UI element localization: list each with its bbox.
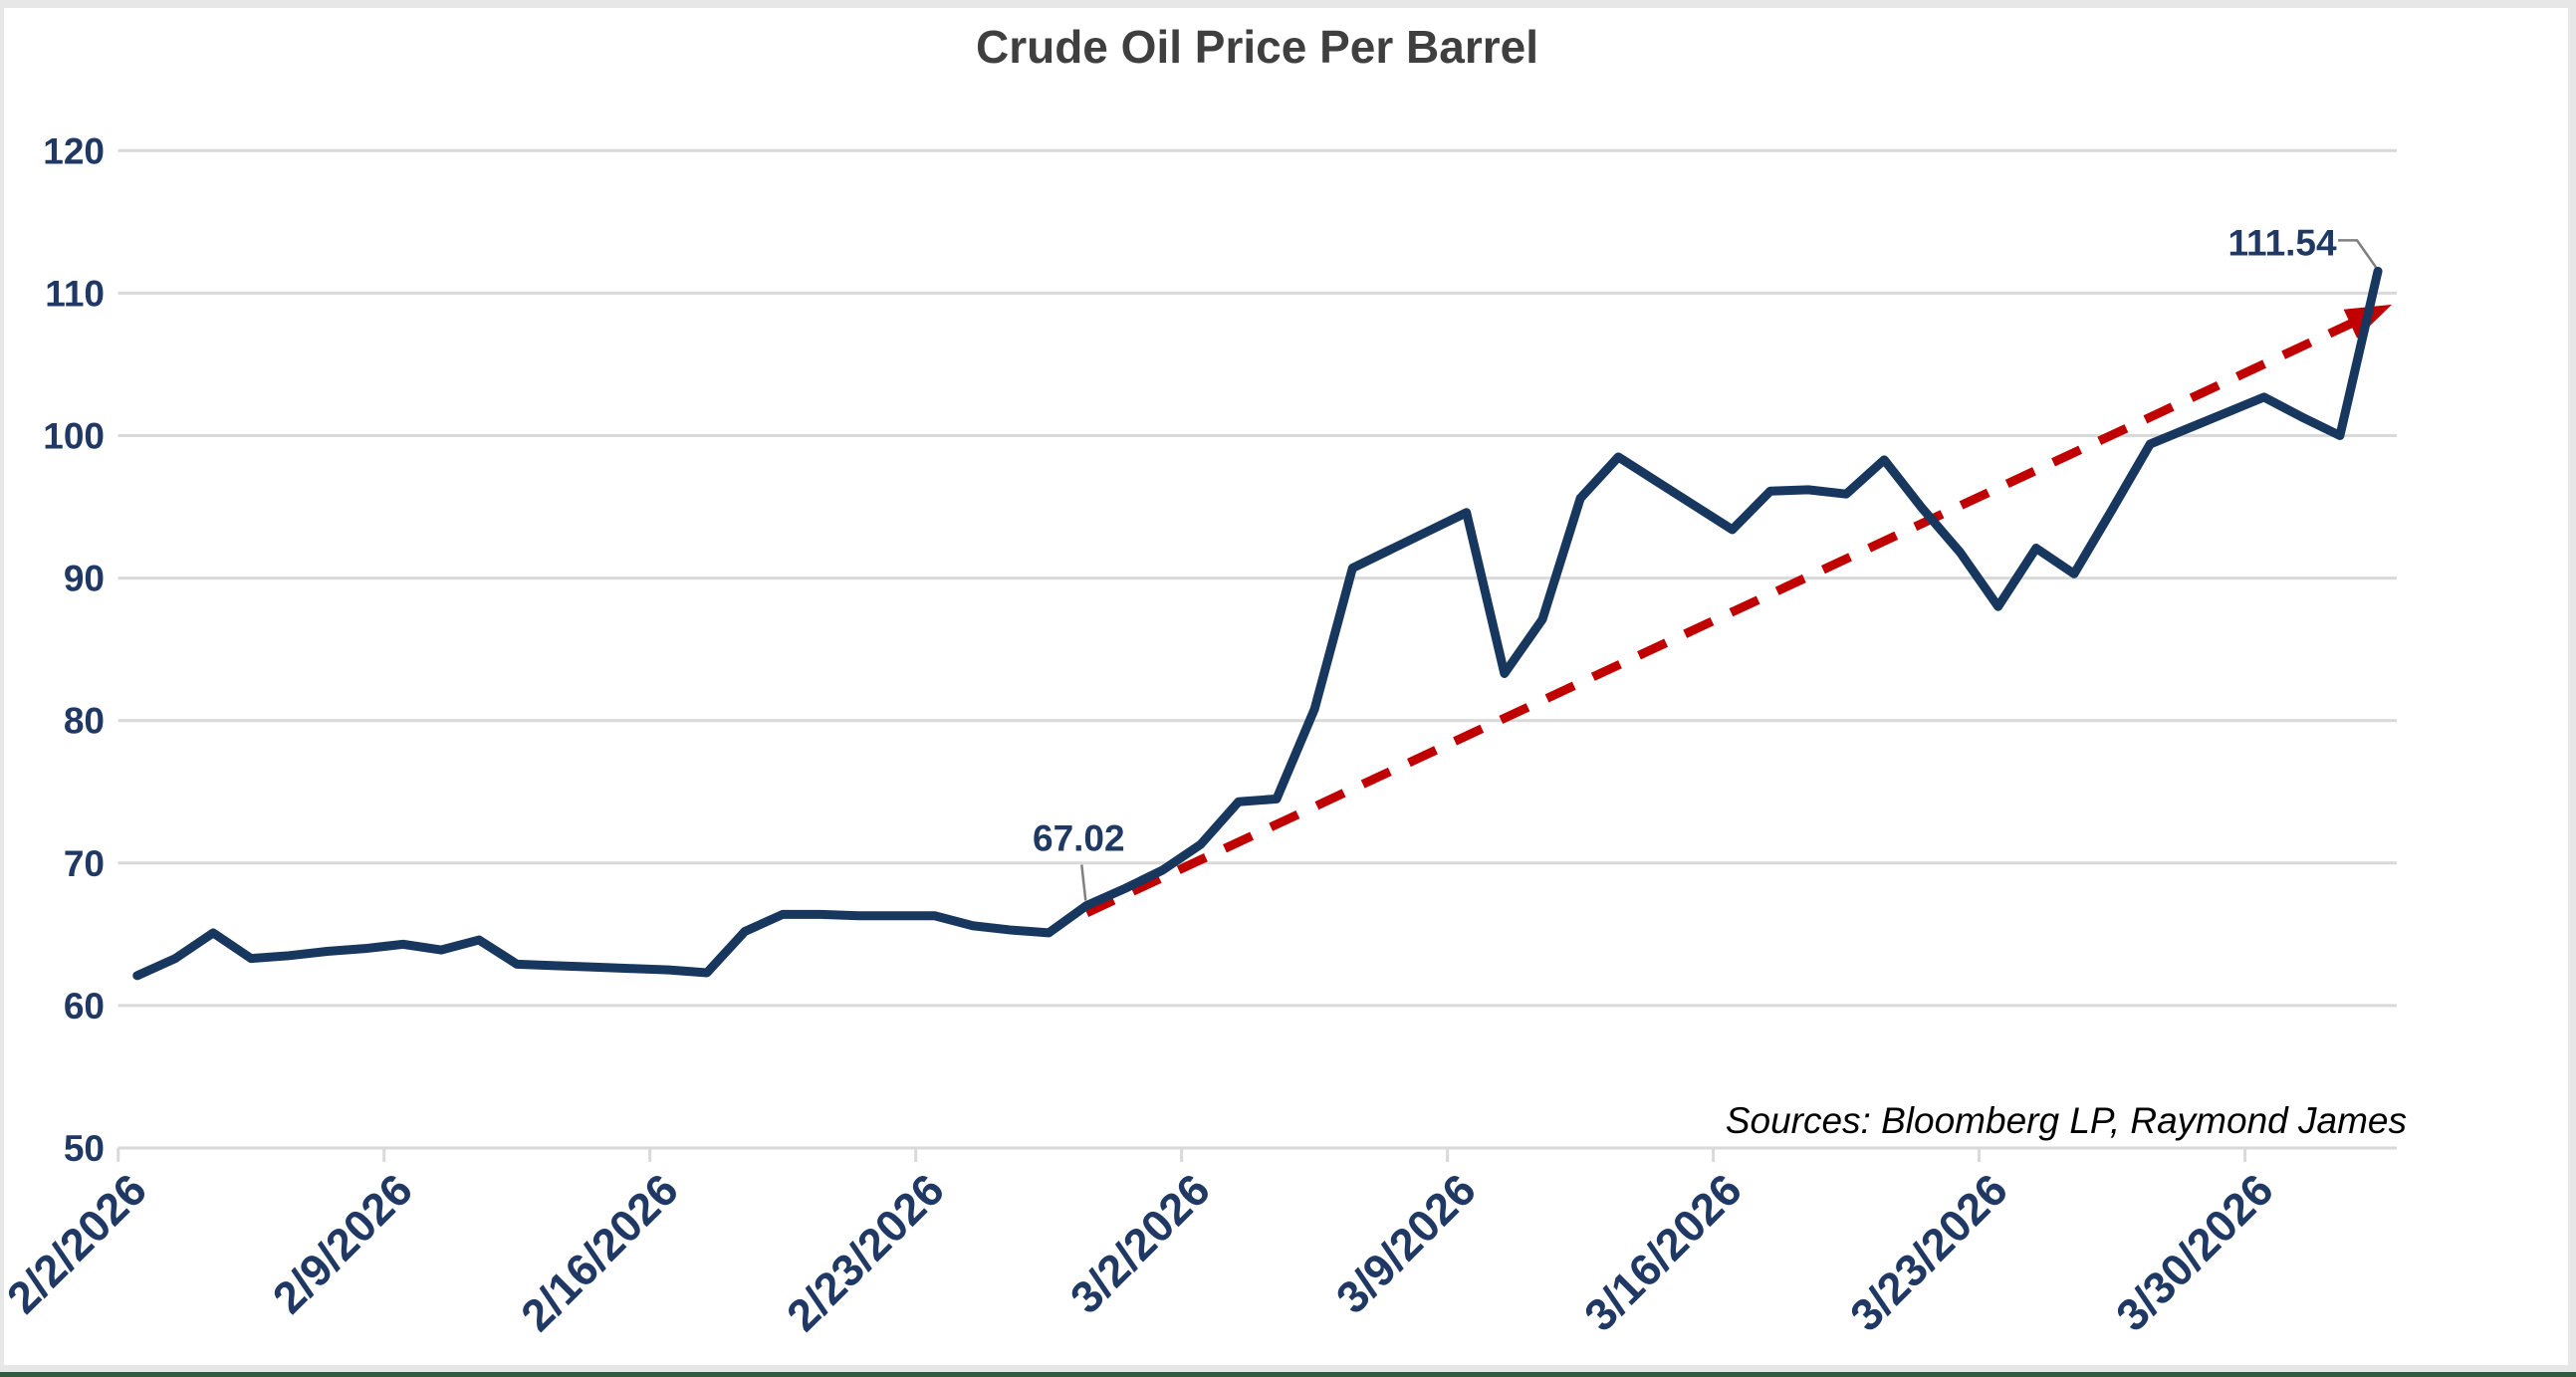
y-axis-tick-label: 80 <box>64 701 105 742</box>
x-axis-tick-label: 2/2/2026 <box>0 1164 156 1323</box>
callout-line <box>2338 239 2378 269</box>
y-axis-tick-label: 110 <box>45 273 105 314</box>
data-label: 111.54 <box>2228 222 2338 263</box>
y-axis-tick-label: 70 <box>64 843 105 884</box>
price-series-line <box>132 266 2383 981</box>
frame-left-edge <box>0 8 4 1377</box>
chart-title: Crude Oil Price Per Barrel <box>975 21 1539 73</box>
y-axis-tick-label: 100 <box>43 416 105 457</box>
x-axis-tick-label: 3/16/2026 <box>1574 1164 1752 1341</box>
trendline <box>1084 317 2358 917</box>
x-axis-tick-label: 3/23/2026 <box>1840 1164 2017 1341</box>
callout-line <box>1080 864 1087 901</box>
y-axis-tick-label: 90 <box>64 559 105 599</box>
y-axis-tick-label: 120 <box>43 130 105 171</box>
y-axis-tick-label: 60 <box>64 986 105 1027</box>
frame-right-edge <box>2568 0 2576 1377</box>
x-axis-tick-label: 2/9/2026 <box>263 1164 422 1323</box>
x-axis-tick-label: 3/9/2026 <box>1326 1164 1486 1323</box>
y-axis-tick-label: 50 <box>64 1128 105 1169</box>
x-axis-tick-label: 3/2/2026 <box>1060 1164 1220 1323</box>
x-axis-tick-label: 3/30/2026 <box>2106 1164 2283 1341</box>
frame-bottom-green-edge <box>0 1372 2576 1377</box>
x-axis-tick-label: 2/23/2026 <box>777 1164 954 1341</box>
frame-bottom-edge <box>0 1365 2576 1372</box>
source-note: Sources: Bloomberg LP, Raymond James <box>1725 1100 2407 1141</box>
data-label: 67.02 <box>1033 817 1125 858</box>
x-axis-tick-label: 2/16/2026 <box>511 1164 688 1341</box>
frame-top-edge <box>0 0 2576 8</box>
